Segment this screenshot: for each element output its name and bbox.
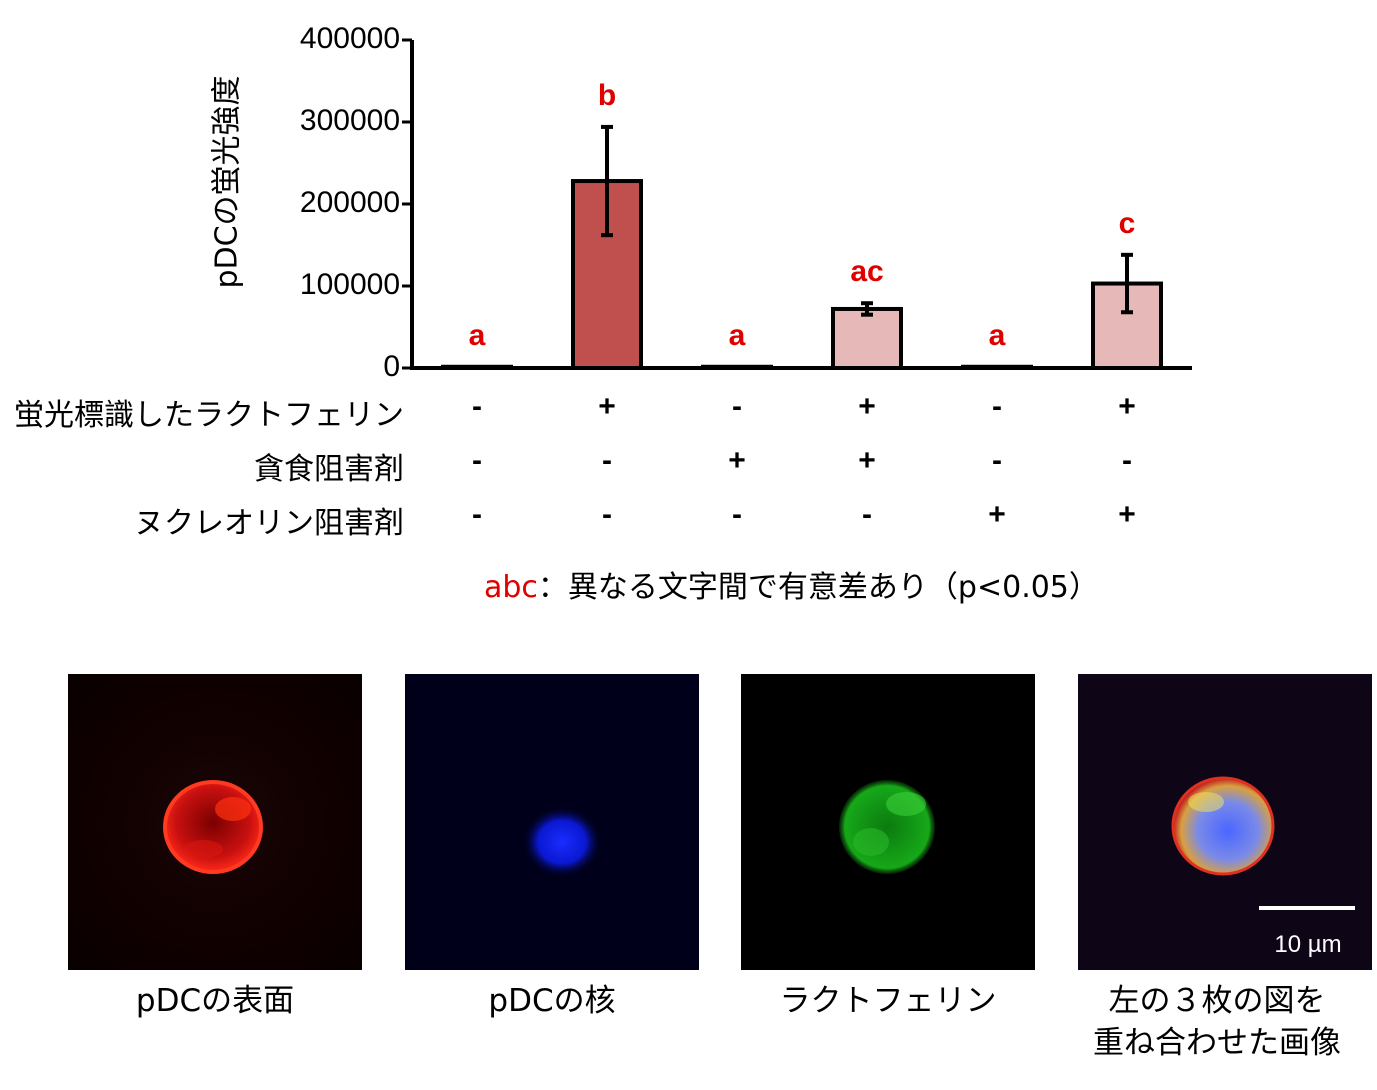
significance-note: abc：異なる文字間で有意差あり（p<0.05） bbox=[484, 562, 1099, 606]
significance-label: c bbox=[1119, 207, 1136, 240]
condition-sign: - bbox=[992, 390, 1002, 423]
y-tick-label: 200000 bbox=[300, 186, 400, 219]
condition-sign: + bbox=[598, 390, 616, 423]
panel-merged-image: 10 µm bbox=[1078, 674, 1372, 970]
bar bbox=[701, 364, 773, 370]
caption-merged: 左の３枚の図を 重ね合わせた画像 bbox=[1060, 980, 1374, 1064]
green-cell-image bbox=[839, 780, 935, 874]
condition-label-phagocytosis-inhibitor: 貪食阻害剤 bbox=[254, 452, 404, 487]
condition-sign: - bbox=[1122, 444, 1132, 477]
y-tick-label: 100000 bbox=[300, 268, 400, 301]
significance-label: a bbox=[469, 319, 486, 352]
caption-lactoferrin: ラクトフェリン bbox=[779, 983, 997, 1019]
blue-nucleus-image bbox=[522, 806, 602, 878]
caption-merged-line2: 重ね合わせた画像 bbox=[1093, 1025, 1341, 1061]
bar bbox=[831, 306, 903, 370]
bar bbox=[441, 364, 513, 370]
condition-sign: - bbox=[472, 390, 482, 423]
bar-chart: pDCの蛍光強度 0100000200000300000400000abaaca… bbox=[210, 22, 1192, 383]
significance-label: b bbox=[598, 79, 616, 112]
condition-label-lactoferrin: 蛍光標識したラクトフェリン bbox=[14, 398, 404, 433]
y-tick-label: 400000 bbox=[300, 22, 400, 55]
significance-label: ac bbox=[850, 255, 883, 288]
condition-sign: + bbox=[1118, 390, 1136, 423]
panel-lactoferrin-image bbox=[741, 674, 1035, 970]
condition-sign: + bbox=[1118, 498, 1136, 531]
y-tick-label: 0 bbox=[383, 350, 400, 383]
condition-sign: + bbox=[728, 444, 746, 477]
condition-sign: - bbox=[472, 498, 482, 531]
y-tick-label: 300000 bbox=[300, 104, 400, 137]
caption-merged-line1: 左の３枚の図を bbox=[1108, 983, 1326, 1019]
merged-cell-image bbox=[1171, 776, 1275, 876]
condition-sign: - bbox=[862, 498, 872, 531]
condition-sign: - bbox=[602, 498, 612, 531]
caption-surface: pDCの表面 bbox=[135, 983, 295, 1019]
scale-bar-label: 10 µm bbox=[1274, 931, 1342, 958]
significance-note-text: ：異なる文字間で有意差あり（p<0.05） bbox=[537, 570, 1099, 605]
panel-nucleus-image bbox=[405, 674, 699, 970]
condition-sign: - bbox=[732, 390, 742, 423]
condition-sign: - bbox=[992, 444, 1002, 477]
condition-sign: - bbox=[472, 444, 482, 477]
bar bbox=[961, 364, 1033, 370]
condition-label-nucleolin-inhibitor: ヌクレオリン阻害剤 bbox=[134, 506, 404, 541]
condition-sign: - bbox=[732, 498, 742, 531]
significance-note-letters: abc bbox=[484, 570, 538, 605]
red-cell-image bbox=[163, 780, 263, 874]
scale-bar bbox=[1259, 906, 1355, 910]
panel-surface-image bbox=[68, 674, 362, 970]
caption-nucleus: pDCの核 bbox=[488, 983, 616, 1019]
significance-label: a bbox=[989, 319, 1006, 352]
condition-sign: + bbox=[858, 390, 876, 423]
condition-sign: - bbox=[602, 444, 612, 477]
y-axis-label: pDCの蛍光強度 bbox=[210, 75, 245, 288]
condition-sign: + bbox=[988, 498, 1006, 531]
condition-sign: + bbox=[858, 444, 876, 477]
significance-label: a bbox=[729, 319, 746, 352]
